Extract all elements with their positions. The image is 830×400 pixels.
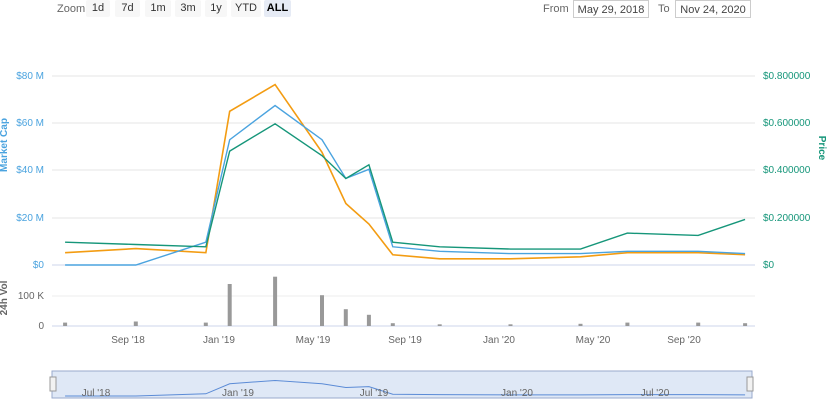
right-axis-title: Price [816,136,827,161]
navigator-series-line [65,379,746,397]
x-tick-label: May '20 [576,335,611,346]
navigator-left-handle[interactable] [49,376,57,392]
navigator[interactable]: Jul '18 Jan '19 Jul '19 Jan '20 Jul '20 [49,370,754,399]
zoom-all-button[interactable]: ALL [264,0,291,17]
to-date-input[interactable]: Nov 24, 2020 [675,0,751,18]
volume-bar [696,322,701,326]
market-cap-series [65,104,746,266]
navigator-tick-label: Jul '19 [360,388,389,399]
zoom-1y-button[interactable]: 1y [205,0,227,17]
volume-line-series [65,83,746,260]
volume-bar [320,295,324,326]
volume-bar [273,276,278,326]
left-tick-label: $40 M [16,165,44,176]
zoom-7d-button[interactable]: 7d [115,0,140,17]
x-tick-label: Jan '19 [203,335,235,346]
right-tick-label: $0 [763,260,775,271]
right-tick-label: $0.400000 [763,165,811,176]
chart-toolbar: Zoom 1d 7d 1m 3m 1y YTD ALL From May 29,… [0,0,830,22]
volume-axis-title: 24h Vol [0,280,10,315]
volume-bar [390,323,395,326]
volume-bar [203,322,208,326]
zoom-1m-button[interactable]: 1m [145,0,171,17]
left-axis-title: Market Cap [0,118,10,172]
navigator-tick-label: Jan '20 [501,388,533,399]
right-tick-label: $0.200000 [763,213,811,224]
volume-bar [63,322,68,326]
left-tick-label: $20 M [16,213,44,224]
navigator-tick-label: Jul '18 [82,388,111,399]
zoom-1d-button[interactable]: 1d [86,0,110,17]
zoom-label: Zoom [57,3,86,15]
left-tick-label: $0 [33,260,45,271]
from-date-input[interactable]: May 29, 2018 [573,0,649,18]
series-layer [65,83,746,266]
volume-bar [133,321,138,326]
navigator-tick-label: Jan '19 [222,388,254,399]
from-label: From [543,3,569,15]
grid-lines [52,75,755,266]
zoom-ytd-button[interactable]: YTD [231,0,261,17]
right-tick-label: $0.600000 [763,118,811,129]
volume-bar [437,324,442,326]
volume-bar [227,284,232,326]
volume-bars [63,276,748,326]
price-series [65,122,746,250]
to-label: To [658,3,670,15]
x-tick-label: May '19 [296,335,331,346]
x-axis: Sep '18 Jan '19 May '19 Sep '19 Jan '20 … [111,335,701,346]
volume-tick-label: 0 [38,321,44,332]
volume-tick-label: 100 K [18,291,44,302]
volume-bar [743,323,748,326]
right-tick-label: $0.800000 [763,71,811,82]
x-tick-label: Jan '20 [483,335,515,346]
navigator-series [65,379,746,397]
volume-bar [343,309,348,326]
volume-bar [366,314,371,326]
volume-bar [625,322,630,326]
x-tick-label: Sep '18 [111,335,145,346]
volume-bar [508,324,513,326]
navigator-tick-label: Jul '20 [641,388,670,399]
navigator-right-handle[interactable] [746,376,754,392]
zoom-3m-button[interactable]: 3m [175,0,201,17]
left-tick-label: $60 M [16,118,44,129]
volume-bar [578,323,583,326]
x-tick-label: Sep '20 [667,335,701,346]
left-tick-label: $80 M [16,71,44,82]
x-tick-label: Sep '19 [388,335,422,346]
